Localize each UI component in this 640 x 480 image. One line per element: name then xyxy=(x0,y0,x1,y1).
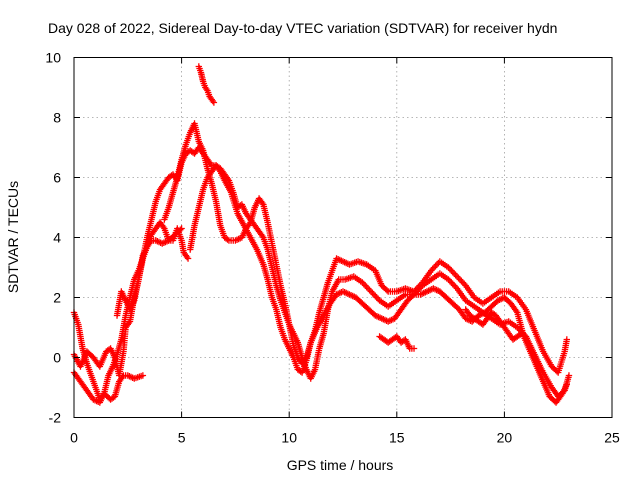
data-point xyxy=(409,292,416,299)
x-tick-label: 0 xyxy=(70,430,78,446)
data-point xyxy=(410,345,418,352)
data-point xyxy=(563,336,571,343)
data-points xyxy=(70,63,573,406)
data-point xyxy=(383,287,391,294)
data-point xyxy=(521,332,528,339)
data-point xyxy=(139,372,147,379)
data-point xyxy=(178,225,185,232)
y-tick-label: 0 xyxy=(53,350,61,366)
data-series xyxy=(70,309,147,403)
y-tick-label: 4 xyxy=(53,230,61,246)
data-point xyxy=(177,226,184,233)
x-axis-label: GPS time / hours xyxy=(287,457,394,473)
data-point xyxy=(210,99,218,106)
data-series xyxy=(376,333,418,352)
x-tick-label: 10 xyxy=(281,430,297,446)
x-tick-label: 20 xyxy=(497,430,513,446)
x-tick-label: 25 xyxy=(604,430,620,446)
data-series xyxy=(187,162,571,406)
data-series xyxy=(70,225,185,406)
axis-ticks: 0 5 10 15 20 25 -2 0 2 4 6 8 10 xyxy=(45,50,620,446)
data-point xyxy=(565,372,573,379)
data-point xyxy=(522,333,530,340)
data-series xyxy=(195,63,218,106)
y-tick-label: 10 xyxy=(45,50,61,66)
chart-title: Day 028 of 2022, Sidereal Day-to-day VTE… xyxy=(48,20,557,36)
data-point xyxy=(224,236,231,243)
x-tick-label: 5 xyxy=(178,430,186,446)
y-tick-label: 6 xyxy=(53,170,61,186)
data-point xyxy=(184,255,192,262)
x-tick-label: 15 xyxy=(389,430,405,446)
y-axis-label: SDTVAR / TECUs xyxy=(5,181,21,293)
y-tick-label: 8 xyxy=(53,110,61,126)
data-series xyxy=(462,306,530,343)
y-tick-label: 2 xyxy=(53,290,61,306)
data-point xyxy=(563,381,571,388)
y-tick-label: -2 xyxy=(49,410,62,426)
